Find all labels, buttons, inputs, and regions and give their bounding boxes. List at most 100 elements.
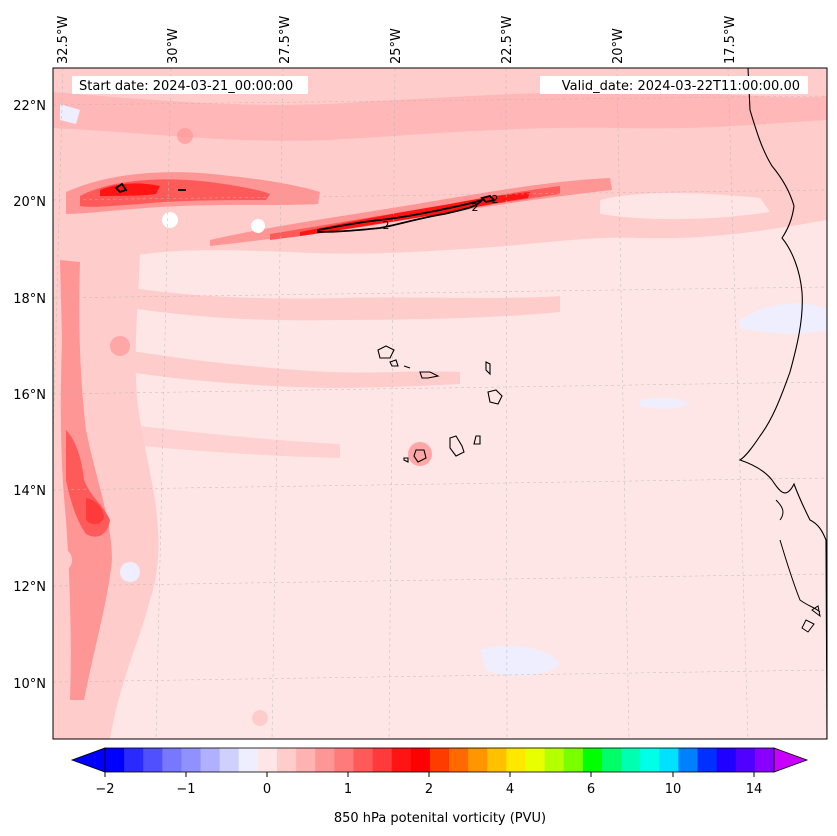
field-spot (110, 336, 130, 356)
field-north-patch (600, 193, 770, 220)
lat-label: 14°N (13, 484, 46, 499)
lat-label: 16°N (13, 388, 46, 403)
colorbar-cell (257, 748, 278, 772)
colorbar-tick-label: 1 (344, 782, 352, 797)
colorbar-cell (525, 748, 546, 772)
colorbar-cell (506, 748, 527, 772)
colorbar-cell (391, 748, 412, 772)
valid-date-label: Valid_date: 2024-03-22T11:00:00.00 (562, 79, 800, 94)
latitude-labels: 22°N 20°N 18°N 16°N 14°N 12°N 10°N (13, 99, 46, 692)
colorbar-cell (296, 748, 316, 772)
colorbar-cell (716, 748, 737, 772)
field-central-band (70, 340, 460, 388)
field-south-band (90, 420, 340, 458)
colorbar-tick-label: −2 (95, 782, 114, 797)
lon-label: 17.5°W (723, 16, 738, 64)
lat-label: 10°N (13, 677, 46, 692)
colorbar-cells (105, 748, 775, 772)
colorbar-tick-label: 4 (506, 782, 514, 797)
colorbar-cell (277, 748, 297, 772)
lat-label: 22°N (13, 99, 46, 114)
colorbar-tick-label: −1 (176, 782, 195, 797)
cape-verde-islands (377, 345, 503, 463)
colorbar-cell (353, 748, 374, 772)
colorbar-cell (334, 748, 354, 772)
pv2-contour-main (317, 198, 485, 233)
colorbar-ticks (104, 772, 755, 777)
colorbar-cell (487, 748, 507, 772)
valid-date-box (540, 76, 808, 94)
colorbar-tick-label: 10 (665, 782, 682, 797)
contour-label: 2 (383, 219, 390, 232)
lat-label: 20°N (13, 195, 46, 210)
field-spot (251, 219, 265, 233)
colorbar-tick-label: 2 (425, 782, 433, 797)
pv-contours (114, 182, 496, 233)
pv2-contour-east (480, 195, 496, 203)
colorbar-cell (582, 748, 603, 772)
lon-label: 32.5°W (56, 16, 71, 64)
pv2-contour-nw (114, 182, 128, 194)
colorbar-cell (162, 748, 182, 772)
field-blue-patch (60, 104, 80, 124)
colorbar-cell (124, 748, 144, 772)
field-blue-patch (740, 303, 827, 334)
start-date-box (72, 76, 308, 94)
field-spot (408, 442, 432, 466)
field-spot (120, 562, 140, 582)
field-spot (252, 710, 268, 726)
colorbar-cell (640, 748, 660, 772)
map-frame (52, 67, 828, 740)
colorbar-cell (754, 748, 775, 772)
lon-label: 30°W (166, 28, 181, 64)
longitude-labels: 32.5°W 30°W 27.5°W 25°W 22.5°W 20°W 17.5… (56, 16, 738, 64)
lon-label: 27.5°W (278, 16, 293, 64)
colorbar-cell (238, 748, 259, 772)
field-blue-patch (480, 645, 560, 676)
colorbar-cell (449, 748, 469, 772)
lat-label: 18°N (13, 292, 46, 307)
colorbar-tick-label: 0 (263, 782, 271, 797)
colorbar-tick-label: 6 (587, 782, 595, 797)
colorbar-cell (621, 748, 641, 772)
lon-label: 22.5°W (500, 16, 515, 64)
colorbar-cell (429, 748, 450, 772)
field-spot (162, 212, 178, 228)
pv-field: 2 2 2 Start date: 2024-03-21_00:00:00 Va… (53, 68, 827, 739)
colorbar-title: 850 hPa potenital vorticity (PVU) (334, 811, 546, 826)
graticule (53, 68, 827, 739)
lon-label: 25°W (389, 28, 404, 64)
start-date-label: Start date: 2024-03-21_00:00:00 (79, 79, 293, 94)
colorbar-cell (181, 748, 202, 772)
contour-label: 2 (492, 193, 499, 206)
colorbar-outline (104, 747, 775, 773)
field-spot (53, 548, 72, 572)
colorbar-tick-labels: −2 −1 0 1 2 4 6 10 14 (95, 782, 762, 797)
colorbar-cell (315, 748, 335, 772)
colorbar: −2 −1 0 1 2 4 6 10 14 850 hPa potenital … (70, 747, 809, 826)
colorbar-cell (410, 748, 431, 772)
field-west-core (60, 260, 112, 700)
colorbar-cell (143, 748, 163, 772)
contour-label: 2 (472, 201, 479, 214)
colorbar-cell (105, 748, 125, 772)
colorbar-cell (678, 748, 699, 772)
colorbar-over-arrow (773, 747, 809, 773)
field-west-peak (86, 498, 104, 525)
colorbar-cell (659, 748, 679, 772)
coastline-africa-detail (775, 499, 821, 633)
field-nw-streak-peak (100, 183, 160, 196)
field-mid-band (90, 280, 560, 321)
colorbar-cell (372, 748, 393, 772)
colorbar-cell (735, 748, 756, 772)
field-blue-patch (640, 397, 690, 409)
colorbar-cell (219, 748, 240, 772)
colorbar-cell (468, 748, 488, 772)
field-spot (177, 128, 193, 144)
lon-label: 20°W (611, 28, 626, 64)
lat-label: 12°N (13, 580, 46, 595)
colorbar-cell (563, 748, 584, 772)
colorbar-cell (601, 748, 622, 772)
colorbar-cell (544, 748, 565, 772)
